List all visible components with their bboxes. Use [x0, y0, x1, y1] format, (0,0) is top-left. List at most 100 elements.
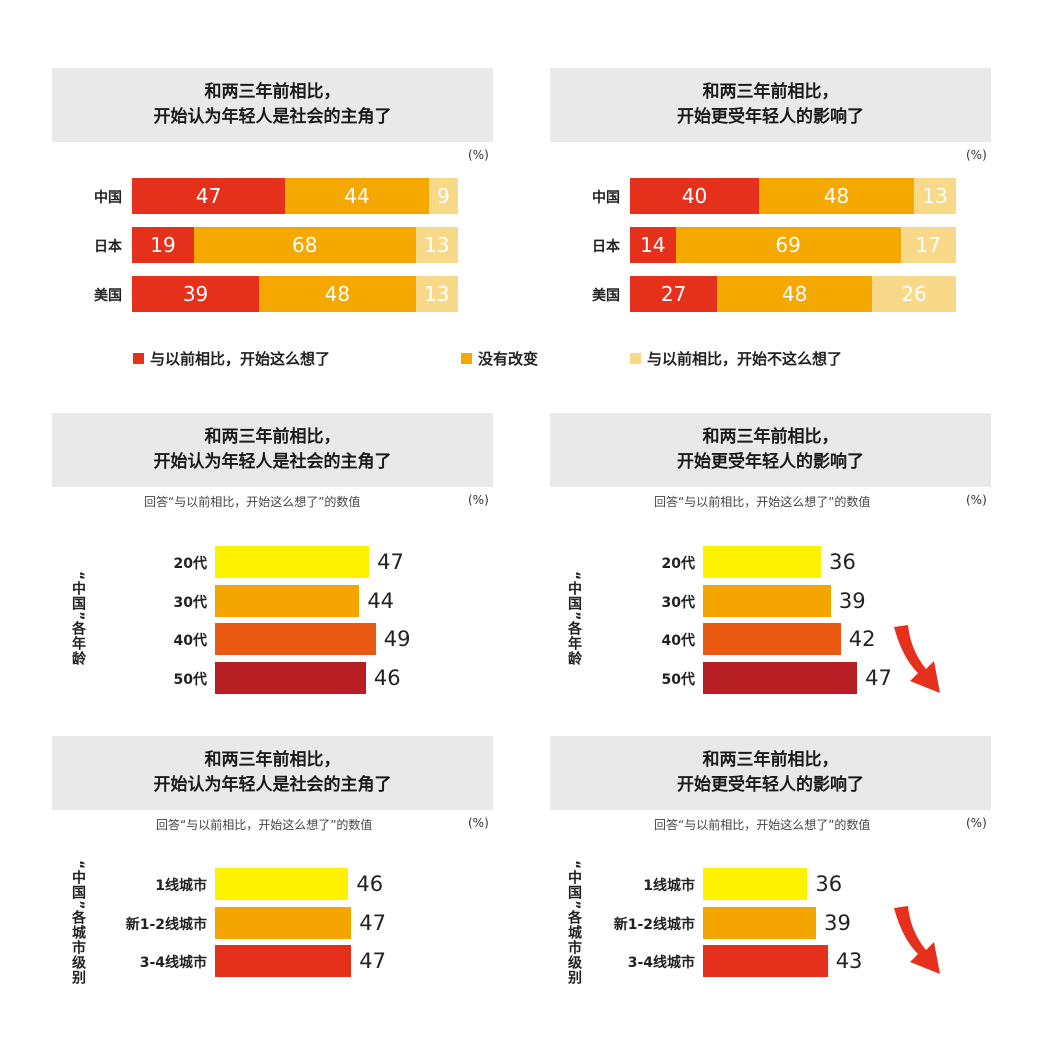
chart-note: 回答“与以前相比，开始这么想了”的数值: [654, 818, 871, 832]
bar-segment: 68: [193, 227, 416, 263]
chart-note: 回答“与以前相比，开始这么想了”的数值: [654, 495, 871, 509]
bar-segment: 48: [259, 276, 416, 312]
chart-title-line2: 开始更受年轻人的影响了: [677, 107, 864, 127]
bar: [703, 906, 817, 939]
bar: [703, 546, 822, 578]
chart-title-line1: 和两三年前相比，: [702, 82, 839, 102]
bar-segment: 26: [872, 276, 956, 312]
bar: [215, 906, 352, 939]
data-label: 39: [838, 588, 866, 613]
data-label: 47: [865, 665, 892, 690]
category-label: 3-4线城市: [139, 955, 207, 971]
legend-swatch: [133, 353, 144, 364]
category-label: 美国: [94, 288, 122, 304]
category-label: 50代: [173, 671, 207, 688]
bar-segment: 27: [630, 276, 718, 312]
group-label: “中国”各年龄: [566, 571, 582, 667]
chart-title-line1: 和两三年前相比，: [204, 82, 341, 102]
chart-panel-2: 和两三年前相比， 开始更受年轻人的影响了 (%) 中国 40 48 13 日本 14 69 1…: [550, 68, 991, 328]
bar-segment: 48: [759, 178, 915, 214]
data-label: 49: [383, 627, 411, 651]
chart-title-line1: 和两三年前相比，: [702, 750, 839, 770]
chart-title: 和两三年前相比， 开始更受年轻人的影响了: [550, 736, 991, 810]
chart-title: 和两三年前相比， 开始认为年轻人是社会的主角了: [52, 413, 493, 487]
chart-title-line2: 开始更受年轻人的影响了: [677, 775, 864, 795]
bar: [215, 546, 370, 578]
chart-panel-1: 和两三年前相比， 开始认为年轻人是社会的主角了 (%) 中国 47 44 9 日本 19 6…: [52, 68, 493, 328]
bar-segment: 19: [132, 227, 194, 263]
group-label: “中国”各年龄: [70, 571, 86, 667]
category-label: 日本: [94, 239, 122, 255]
legend-label: 没有改变: [478, 350, 539, 368]
category-label: 日本: [592, 239, 620, 255]
bar-segment: 39: [132, 276, 260, 312]
chart-title-line2: 开始认为年轻人是社会的主角了: [153, 452, 392, 472]
bar: [703, 584, 831, 617]
data-label: 46: [373, 665, 401, 690]
category-label: 中国: [94, 190, 122, 206]
category-label: 50代: [661, 671, 695, 688]
category-label: 20代: [173, 556, 207, 572]
chart-title-line1: 和两三年前相比，: [204, 750, 341, 770]
data-label: 43: [835, 949, 863, 973]
bar-segment: 48: [717, 276, 873, 312]
bar-segment: 40: [630, 178, 760, 214]
category-label: 中国: [592, 190, 620, 206]
category-label: 30代: [173, 594, 207, 611]
unit-label: (%): [468, 148, 489, 162]
bar-segment: 13: [914, 178, 956, 214]
bar-segment: 14: [630, 227, 676, 263]
category-label: 30代: [661, 594, 695, 611]
bar-segment: 17: [900, 227, 956, 263]
bar: [703, 868, 808, 900]
data-label: 47: [377, 550, 404, 574]
unit-label: (%): [468, 816, 489, 830]
category-label: 美国: [592, 288, 620, 304]
chart-title: 和两三年前相比， 开始认为年轻人是社会的主角了: [52, 68, 493, 142]
legend-swatch: [461, 353, 472, 364]
group-label: “中国”各城市级别: [566, 860, 582, 986]
bar: [215, 584, 360, 617]
data-label: 39: [824, 910, 851, 935]
unit-label: (%): [966, 148, 987, 162]
data-label: 42: [848, 627, 876, 651]
bar-segment: 44: [285, 178, 429, 214]
chart-title: 和两三年前相比， 开始更受年轻人的影响了: [550, 68, 991, 142]
data-label: 36: [829, 550, 856, 574]
chart-note: 回答“与以前相比，开始这么想了”的数值: [156, 818, 373, 832]
legend-swatch: [630, 353, 641, 364]
chart-title: 和两三年前相比， 开始更受年轻人的影响了: [550, 413, 991, 487]
chart-panel-4: 和两三年前相比， 开始更受年轻人的影响了 回答“与以前相比，开始这么想了”的数值…: [550, 413, 991, 703]
legend-label: 与以前相比，开始这么想了: [150, 350, 331, 368]
bar-segment: 9: [428, 178, 458, 214]
unit-label: (%): [966, 493, 987, 507]
group-label: “中国”各城市级别: [70, 860, 86, 986]
chart-title-line1: 和两三年前相比，: [702, 427, 839, 447]
category-label: 1线城市: [155, 878, 207, 894]
unit-label: (%): [468, 493, 489, 507]
trend-arrow-icon: [894, 906, 940, 974]
chart-title: 和两三年前相比， 开始认为年轻人是社会的主角了: [52, 736, 493, 810]
chart-panel-6: 和两三年前相比， 开始更受年轻人的影响了 回答“与以前相比，开始这么想了”的数值…: [550, 736, 991, 1026]
category-label: 40代: [661, 633, 695, 649]
chart-title-line2: 开始认为年轻人是社会的主角了: [153, 107, 392, 127]
category-label: 1线城市: [643, 878, 695, 894]
category-label: 3-4线城市: [627, 955, 695, 971]
chart-panel-5: 和两三年前相比， 开始认为年轻人是社会的主角了 回答“与以前相比，开始这么想了”…: [52, 736, 493, 1026]
bar: [215, 945, 352, 977]
data-label: 36: [815, 872, 843, 896]
bar-segment: 69: [675, 227, 901, 263]
chart-panel-3: 和两三年前相比， 开始认为年轻人是社会的主角了 回答“与以前相比，开始这么想了”…: [52, 413, 493, 703]
category-label: 新1-2线城市: [613, 916, 695, 933]
unit-label: (%): [966, 816, 987, 830]
category-label: 20代: [661, 556, 695, 572]
bar: [703, 945, 828, 977]
category-label: 40代: [173, 633, 207, 649]
bar: [215, 661, 366, 694]
bar: [215, 868, 349, 900]
data-label: 44: [367, 588, 395, 613]
bar-segment: 13: [415, 276, 458, 312]
bar-segment: 47: [132, 178, 286, 214]
trend-arrow-icon: [894, 625, 940, 693]
data-label: 47: [359, 910, 387, 935]
